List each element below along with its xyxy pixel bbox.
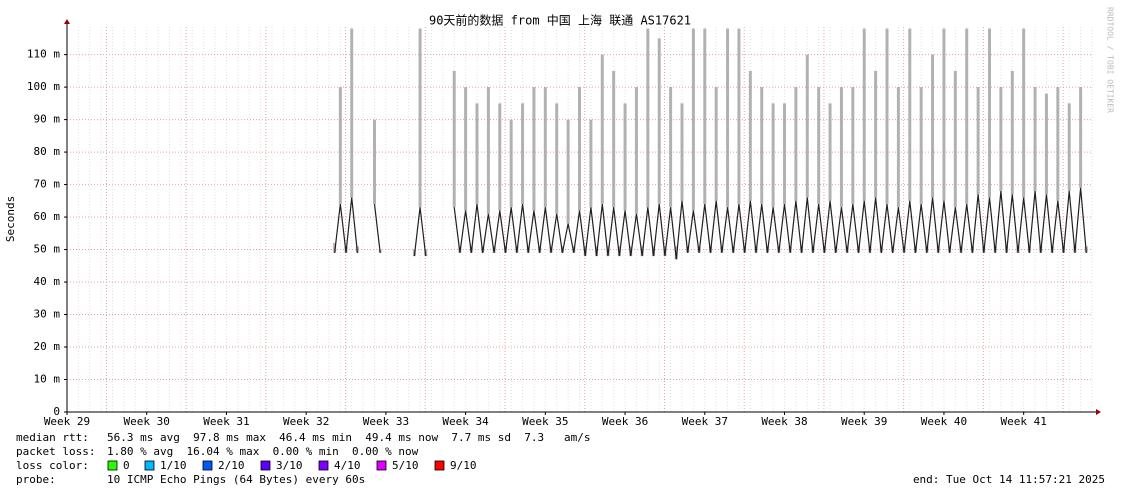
probe-label: probe: — [16, 473, 56, 486]
y-tick-label: 110 m — [27, 48, 60, 61]
x-tick-label: Week 41 — [1000, 415, 1046, 428]
legend-label: loss color: — [16, 459, 89, 472]
probe-text: 10 ICMP Echo Pings (64 Bytes) every 60s — [107, 473, 365, 486]
median-line — [334, 197, 359, 253]
y-tick-label: 70 m — [34, 178, 61, 191]
x-tick-label: Week 31 — [203, 415, 249, 428]
stat-text: 56.3 ms avg 97.8 ms max 46.4 ms min 49.4… — [107, 431, 590, 444]
legend-item-label: 1/10 — [160, 459, 187, 472]
y-tick-label: 10 m — [34, 373, 61, 386]
chart-title: 90天前的数据 from 中国 上海 联通 AS17621 — [429, 13, 691, 28]
legend-swatch — [260, 460, 271, 471]
x-tick-label: Week 29 — [44, 415, 90, 428]
y-tick-label: 40 m — [34, 275, 61, 288]
x-tick-label: Week 35 — [522, 415, 568, 428]
y-axis-label: Seconds — [4, 196, 17, 242]
x-tick-label: Week 40 — [921, 415, 967, 428]
legend-item-label: 4/10 — [334, 459, 361, 472]
x-tick-label: Week 36 — [602, 415, 648, 428]
y-tick-label: 60 m — [34, 210, 61, 223]
legend-swatch — [434, 460, 445, 471]
watermark: RRDTOOL / TOBI OETIKER — [1106, 7, 1115, 113]
stat-label: median rtt: — [16, 431, 89, 444]
end-time: end: Tue Oct 14 11:57:21 2025 — [913, 473, 1105, 486]
legend-swatch — [144, 460, 155, 471]
median-line — [413, 207, 427, 257]
axis-arrow — [64, 19, 70, 24]
legend-swatch — [107, 460, 118, 471]
legend-item-label: 2/10 — [218, 459, 245, 472]
y-tick-label: 50 m — [34, 243, 61, 256]
x-tick-label: Week 37 — [682, 415, 728, 428]
y-tick-label: 100 m — [27, 80, 60, 93]
legend-item-label: 0 — [123, 459, 130, 472]
legend-swatch — [318, 460, 329, 471]
stat-text: 1.80 % avg 16.04 % max 0.00 % min 0.00 %… — [107, 445, 419, 458]
legend-swatch — [376, 460, 387, 471]
y-tick-label: 80 m — [34, 145, 61, 158]
x-tick-label: Week 33 — [363, 415, 409, 428]
x-tick-label: Week 39 — [841, 415, 887, 428]
legend-item-label: 5/10 — [392, 459, 419, 472]
median-line — [453, 187, 1087, 260]
y-tick-label: 0 — [53, 405, 60, 418]
x-tick-label: Week 30 — [124, 415, 170, 428]
x-tick-label: Week 34 — [442, 415, 489, 428]
legend-swatch — [202, 460, 213, 471]
median-line — [373, 203, 381, 253]
y-tick-label: 20 m — [34, 340, 61, 353]
axis-arrow — [1096, 409, 1101, 415]
y-tick-label: 30 m — [34, 308, 61, 321]
stat-label: packet loss: — [16, 445, 95, 458]
x-tick-label: Week 38 — [761, 415, 807, 428]
y-tick-label: 90 m — [34, 113, 61, 126]
x-tick-label: Week 32 — [283, 415, 329, 428]
legend-item-label: 9/10 — [450, 459, 477, 472]
legend-item-label: 3/10 — [276, 459, 303, 472]
